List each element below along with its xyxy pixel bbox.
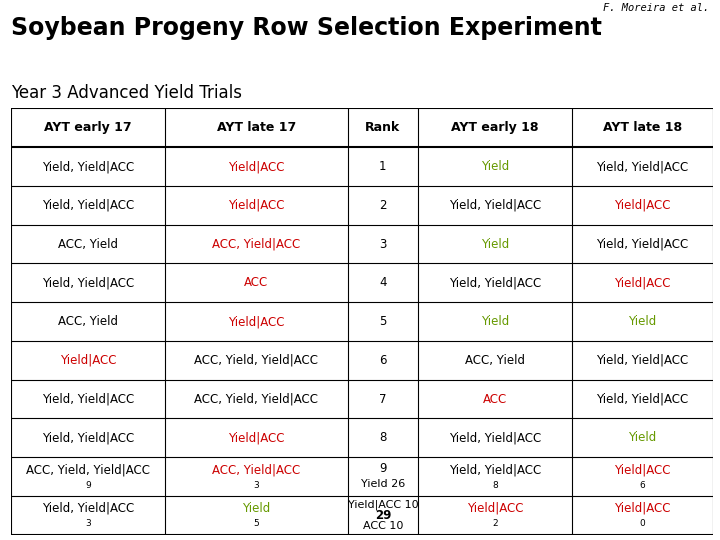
- Text: ACC, Yield|ACC: ACC, Yield|ACC: [212, 463, 301, 476]
- Text: Yield: Yield: [629, 431, 657, 444]
- Text: AYT early 18: AYT early 18: [451, 121, 539, 134]
- Text: Yield|ACC: Yield|ACC: [228, 199, 284, 212]
- Text: Yield|ACC: Yield|ACC: [228, 160, 284, 173]
- Text: Rank: Rank: [365, 121, 400, 134]
- Text: 2: 2: [492, 519, 498, 528]
- Text: 3: 3: [379, 238, 387, 251]
- Text: ACC, Yield, Yield|ACC: ACC, Yield, Yield|ACC: [194, 393, 318, 406]
- Text: Yield|ACC: Yield|ACC: [228, 315, 284, 328]
- Text: F. Moreira et al.: F. Moreira et al.: [603, 3, 709, 13]
- Text: ACC, Yield, Yield|ACC: ACC, Yield, Yield|ACC: [194, 354, 318, 367]
- Text: Yield, Yield|ACC: Yield, Yield|ACC: [596, 354, 689, 367]
- Text: Yield, Yield|ACC: Yield, Yield|ACC: [596, 393, 689, 406]
- Text: Yield|ACC: Yield|ACC: [614, 502, 671, 515]
- Text: 29: 29: [374, 509, 391, 522]
- Text: Yield, Yield|ACC: Yield, Yield|ACC: [449, 463, 541, 476]
- Text: Yield, Yield|ACC: Yield, Yield|ACC: [42, 393, 134, 406]
- Text: 7: 7: [379, 393, 387, 406]
- Text: Yield|ACC 10: Yield|ACC 10: [348, 499, 418, 510]
- Text: Yield, Yield|ACC: Yield, Yield|ACC: [449, 431, 541, 444]
- Text: Yield|ACC: Yield|ACC: [228, 431, 284, 444]
- Text: ACC, Yield: ACC, Yield: [58, 315, 118, 328]
- Text: 6: 6: [379, 354, 387, 367]
- Text: 1: 1: [379, 160, 387, 173]
- Text: Yield: Yield: [481, 160, 509, 173]
- Text: 5: 5: [253, 519, 259, 528]
- Text: Yield|ACC: Yield|ACC: [60, 354, 116, 367]
- Text: Yield, Yield|ACC: Yield, Yield|ACC: [42, 431, 134, 444]
- Text: ACC, Yield: ACC, Yield: [58, 238, 118, 251]
- Text: 5: 5: [379, 315, 387, 328]
- Text: Yield, Yield|ACC: Yield, Yield|ACC: [596, 160, 689, 173]
- Text: Yield|ACC: Yield|ACC: [614, 276, 671, 289]
- Text: Yield, Yield|ACC: Yield, Yield|ACC: [596, 238, 689, 251]
- Text: Yield, Yield|ACC: Yield, Yield|ACC: [42, 276, 134, 289]
- Text: 3: 3: [253, 481, 259, 490]
- Text: 9: 9: [85, 481, 91, 490]
- Text: Yield, Yield|ACC: Yield, Yield|ACC: [449, 276, 541, 289]
- Text: 0: 0: [640, 519, 645, 528]
- Text: Yield|ACC: Yield|ACC: [614, 199, 671, 212]
- Text: ACC, Yield: ACC, Yield: [465, 354, 525, 367]
- Text: ACC: ACC: [483, 393, 508, 406]
- Text: Yield, Yield|ACC: Yield, Yield|ACC: [42, 199, 134, 212]
- Text: 4: 4: [379, 276, 387, 289]
- Text: 6: 6: [640, 481, 645, 490]
- Text: 9: 9: [379, 462, 387, 475]
- Text: AYT late 18: AYT late 18: [603, 121, 682, 134]
- Text: Soybean Progeny Row Selection Experiment: Soybean Progeny Row Selection Experiment: [11, 16, 602, 40]
- Text: ACC, Yield|ACC: ACC, Yield|ACC: [212, 238, 301, 251]
- Text: Yield 26: Yield 26: [361, 479, 405, 489]
- Text: Yield: Yield: [629, 315, 657, 328]
- Text: Yield, Yield|ACC: Yield, Yield|ACC: [42, 502, 134, 515]
- Text: 8: 8: [492, 481, 498, 490]
- Text: ACC: ACC: [244, 276, 269, 289]
- Text: 3: 3: [85, 519, 91, 528]
- Text: AYT late 17: AYT late 17: [217, 121, 296, 134]
- Text: ACC 10: ACC 10: [363, 521, 403, 531]
- Text: Yield: Yield: [243, 502, 271, 515]
- Text: Year 3 Advanced Yield Trials: Year 3 Advanced Yield Trials: [11, 84, 242, 102]
- Text: Yield: Yield: [481, 238, 509, 251]
- Text: Yield: Yield: [481, 315, 509, 328]
- Text: Yield, Yield|ACC: Yield, Yield|ACC: [449, 199, 541, 212]
- Text: 2: 2: [379, 199, 387, 212]
- Text: Yield|ACC: Yield|ACC: [467, 502, 523, 515]
- Text: AYT early 17: AYT early 17: [44, 121, 132, 134]
- Text: 8: 8: [379, 431, 387, 444]
- Text: Yield, Yield|ACC: Yield, Yield|ACC: [42, 160, 134, 173]
- Text: ACC, Yield, Yield|ACC: ACC, Yield, Yield|ACC: [26, 463, 150, 476]
- Text: Yield|ACC: Yield|ACC: [614, 463, 671, 476]
